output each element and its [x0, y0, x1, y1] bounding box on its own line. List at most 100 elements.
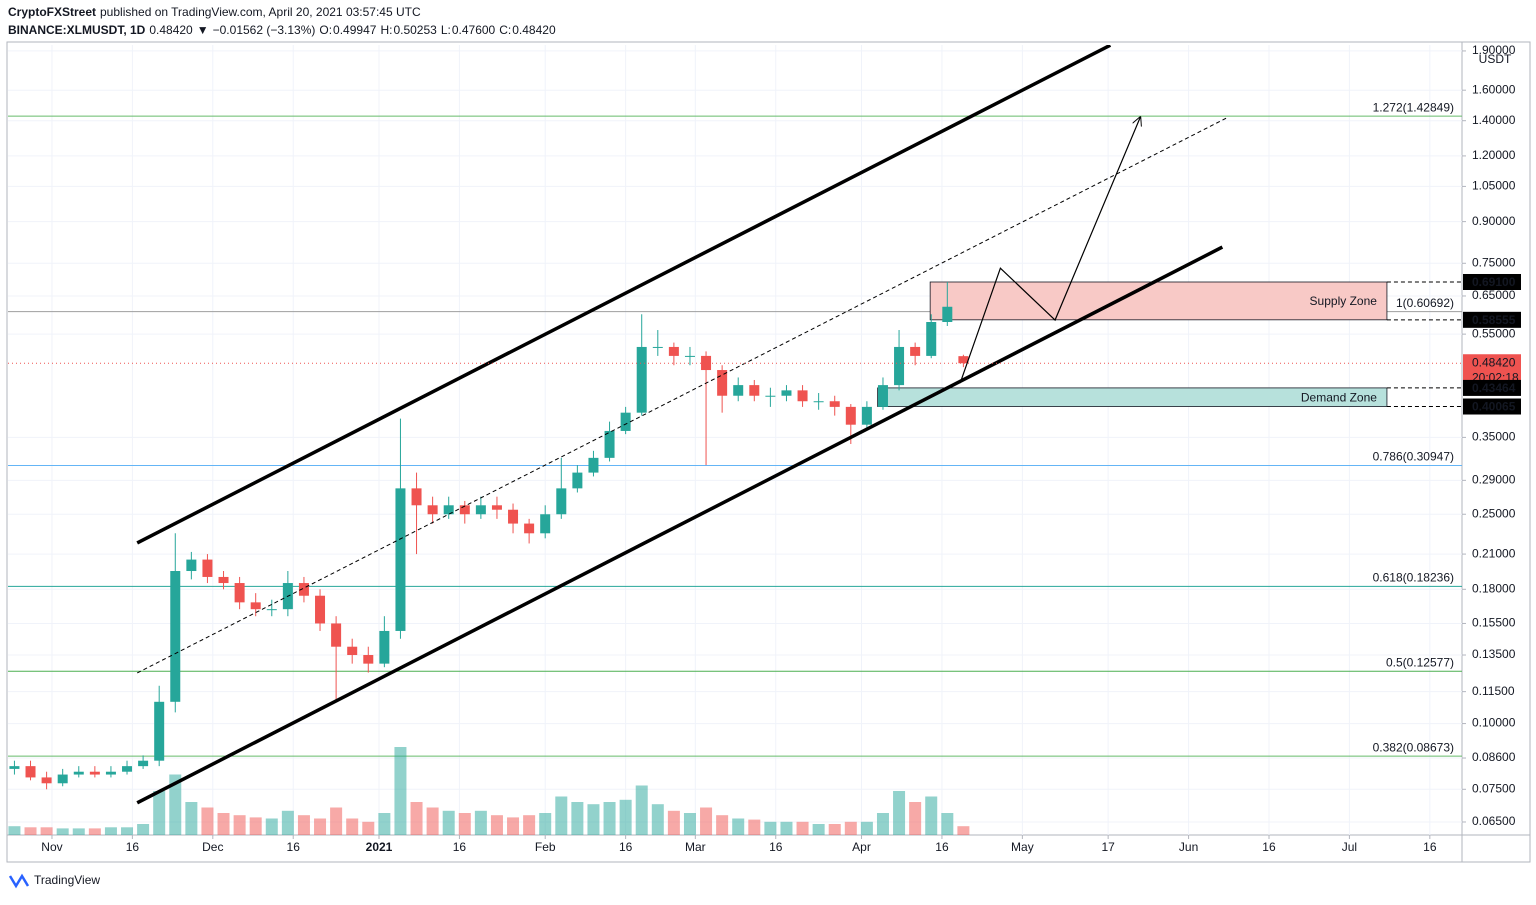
- fib-label: 0.382(0.08673): [1373, 740, 1454, 754]
- x-tick-label: 16: [619, 840, 633, 854]
- trendline: [136, 45, 1112, 545]
- candle-body: [813, 401, 824, 403]
- candle-body: [475, 505, 486, 515]
- candle-body: [395, 488, 406, 631]
- volume-bar: [24, 827, 37, 835]
- candle-body: [524, 523, 535, 534]
- x-tick-label: Apr: [852, 840, 871, 854]
- price-marker-box: [1463, 311, 1521, 328]
- volume-bar: [635, 785, 648, 835]
- candle-body: [138, 760, 149, 767]
- candle-body: [910, 346, 921, 356]
- x-tick-label: May: [1011, 840, 1034, 854]
- candle-body: [266, 609, 277, 611]
- fib-label: 0.5(0.12577): [1386, 655, 1454, 669]
- volume-bar: [490, 815, 503, 835]
- zone: [929, 281, 1388, 321]
- x-tick-label: 16: [126, 840, 140, 854]
- volume-bar: [571, 802, 584, 835]
- volume-bar: [56, 828, 69, 835]
- volume-bar: [153, 791, 166, 835]
- candle-body: [652, 346, 663, 348]
- volume-bar: [265, 818, 278, 835]
- candle-body: [508, 509, 519, 524]
- volume-bar: [780, 821, 793, 835]
- candle-body: [234, 583, 245, 603]
- volume-bar: [314, 818, 327, 835]
- ohlc-label: H:: [380, 23, 392, 37]
- x-tick-label: 16: [935, 840, 949, 854]
- y-tick-label: 0.13500: [1472, 647, 1516, 661]
- x-tick-label: 17: [1101, 840, 1115, 854]
- y-tick-label: 0.21000: [1472, 546, 1516, 560]
- candle-body: [926, 322, 937, 356]
- volume-bar: [716, 815, 729, 835]
- volume-bar: [137, 824, 150, 835]
- volume-bar: [442, 810, 455, 835]
- candle-body: [154, 701, 165, 761]
- volume-bar: [233, 815, 246, 835]
- volume-bar: [217, 813, 230, 835]
- candle-body: [894, 346, 905, 386]
- candle-body: [684, 355, 695, 357]
- fib-label: 0.786(0.30947): [1373, 450, 1454, 464]
- candle-body: [57, 774, 68, 784]
- price-marker-label: 0.43464: [1472, 381, 1516, 395]
- volume-bar: [828, 824, 841, 835]
- ohlc-value: 0.50253: [393, 23, 437, 37]
- ohlc-label: C:: [499, 23, 511, 37]
- trendline: [136, 245, 1224, 805]
- x-tick-label: 2021: [366, 840, 393, 854]
- x-tick-label: 16: [1262, 840, 1276, 854]
- y-tick-label: 0.25000: [1472, 506, 1516, 520]
- price-marker-box: [1463, 379, 1521, 396]
- volume-bar: [426, 807, 439, 835]
- candle-body: [25, 766, 36, 778]
- volume-bar: [8, 826, 21, 835]
- plot: 1.272(1.42849) 1(0.60692) 0.786(0.30947) 0.…: [8, 45, 1462, 835]
- candle-body: [829, 401, 840, 407]
- candle-body: [877, 385, 888, 407]
- y-tick-label: 0.07500: [1472, 781, 1516, 795]
- price-marker-box: [1463, 273, 1521, 290]
- x-tick-label: 16: [769, 840, 783, 854]
- price-marker-label: 0.40065: [1472, 400, 1516, 414]
- candle-body: [379, 630, 390, 664]
- candle-body: [572, 472, 583, 489]
- y-tick-label: 1.40000: [1472, 113, 1516, 127]
- y-tick-label: 1.05000: [1472, 179, 1516, 193]
- x-tick-label: Mar: [685, 840, 706, 854]
- x-tick-label: Feb: [535, 840, 556, 854]
- change: −0.01562 (−3.13%): [213, 23, 316, 37]
- published: published on TradingView.com, April 20, …: [100, 5, 421, 19]
- candle-body: [942, 306, 953, 323]
- candle-body: [620, 412, 631, 431]
- candle-body: [491, 505, 502, 510]
- zone-label: Supply Zone: [1310, 294, 1378, 308]
- ohlc-label: L:: [441, 23, 451, 37]
- volume-bar: [651, 804, 664, 835]
- candle-body: [733, 385, 744, 396]
- projection-path: [959, 117, 1140, 384]
- volume-bar: [909, 802, 922, 835]
- candle-body: [443, 505, 454, 515]
- volume-bar: [700, 807, 713, 835]
- candle-body: [411, 488, 422, 506]
- volume-bar: [539, 813, 552, 835]
- candle-body: [170, 571, 181, 702]
- volume-bar: [362, 821, 375, 835]
- x-tick-label: Dec: [202, 840, 223, 854]
- y-tick-label: 0.15500: [1472, 616, 1516, 630]
- candle-body: [861, 406, 872, 425]
- ohlc-value: 0.49947: [333, 23, 377, 37]
- y-tick-label: 0.29000: [1472, 473, 1516, 487]
- candle-body: [89, 771, 100, 775]
- candle-body: [298, 583, 309, 596]
- candle-body: [845, 406, 856, 425]
- volume-bar: [893, 791, 906, 835]
- candle-body: [73, 771, 84, 775]
- y-tick-label: 0.08600: [1472, 750, 1516, 764]
- volume-bar: [555, 796, 568, 835]
- x-tick-label: 16: [1423, 840, 1437, 854]
